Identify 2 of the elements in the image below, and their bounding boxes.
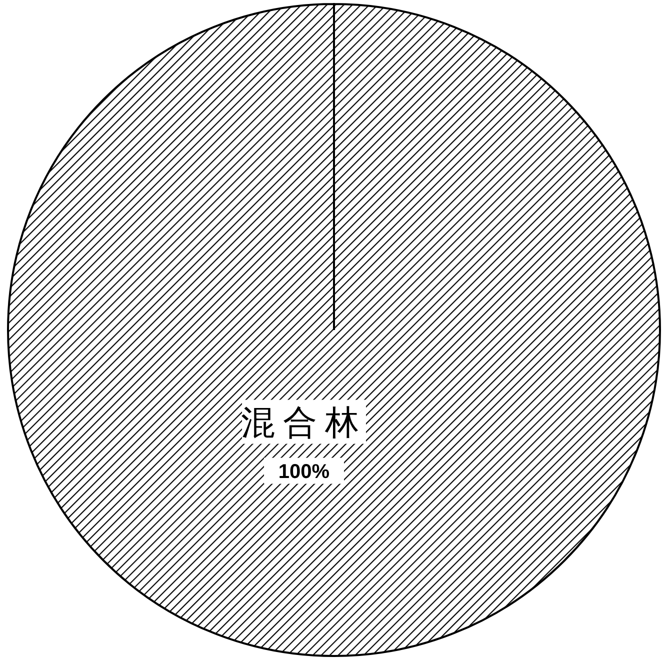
slice-label: 混合林 [241, 402, 367, 443]
data-label: 100% [278, 460, 330, 483]
